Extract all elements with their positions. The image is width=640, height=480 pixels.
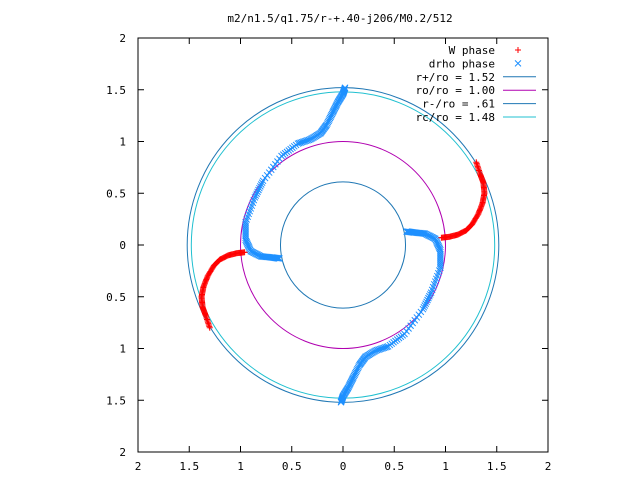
data-point bbox=[274, 254, 281, 262]
data-point bbox=[263, 171, 271, 179]
data-point bbox=[253, 190, 261, 198]
data-point bbox=[401, 330, 408, 338]
data-point bbox=[275, 254, 282, 262]
circle-series bbox=[190, 91, 496, 399]
x-tick-label: 2 bbox=[545, 460, 552, 473]
data-point bbox=[404, 228, 411, 236]
data-markers bbox=[198, 84, 488, 406]
data-point bbox=[425, 292, 433, 300]
data-point bbox=[259, 177, 267, 185]
y-tick-label: 0 bbox=[119, 239, 126, 252]
data-point bbox=[274, 158, 281, 165]
y-tick-label: 1 bbox=[119, 343, 126, 356]
data-point bbox=[403, 228, 410, 235]
y-tick-label: 2 bbox=[119, 32, 126, 45]
legend-label: ro/ro = 1.00 bbox=[416, 84, 495, 97]
data-point bbox=[415, 311, 423, 319]
data-point bbox=[426, 291, 434, 298]
y-tick-label: 2 bbox=[119, 446, 126, 459]
circle-series bbox=[240, 141, 446, 349]
y-tick-label: 0.5 bbox=[106, 187, 126, 200]
legend-marker bbox=[515, 47, 521, 53]
data-point bbox=[417, 308, 425, 316]
circle-series bbox=[279, 181, 407, 309]
data-point bbox=[405, 325, 412, 332]
y-tick-label: 0.5 bbox=[106, 291, 126, 304]
data-point bbox=[409, 319, 417, 327]
x-tick-label: 1.5 bbox=[179, 460, 199, 473]
circle-series bbox=[186, 87, 500, 403]
data-point bbox=[278, 152, 285, 160]
data-point bbox=[423, 298, 430, 306]
legend-label: r+/ro = 1.52 bbox=[416, 71, 495, 84]
x-tick-label: 2 bbox=[135, 460, 142, 473]
data-point bbox=[405, 228, 412, 236]
data-point bbox=[241, 249, 248, 256]
data-point bbox=[405, 228, 413, 236]
data-point bbox=[265, 169, 273, 176]
data-point bbox=[257, 181, 265, 188]
data-point bbox=[252, 192, 260, 199]
data-point bbox=[276, 155, 283, 163]
y-tick-label: 1.5 bbox=[106, 394, 126, 407]
y-tick-label: 1.5 bbox=[106, 84, 126, 97]
data-point bbox=[254, 188, 261, 196]
data-point bbox=[420, 303, 428, 311]
legend-label: rc/ro = 1.48 bbox=[416, 111, 495, 124]
data-point bbox=[258, 179, 266, 187]
data-point bbox=[422, 300, 430, 308]
y-tick-label: 1 bbox=[119, 136, 126, 149]
data-point bbox=[276, 255, 283, 262]
data-point bbox=[267, 166, 275, 174]
x-tick-label: 1.5 bbox=[487, 460, 507, 473]
data-point bbox=[255, 186, 262, 194]
data-point bbox=[421, 302, 429, 309]
x-tick-label: 0 bbox=[340, 460, 347, 473]
x-tick-label: 1 bbox=[442, 460, 449, 473]
data-point bbox=[438, 234, 445, 241]
data-point bbox=[407, 322, 415, 330]
data-point bbox=[273, 254, 281, 262]
axis-ticks: 2 1.5 1 0.5 0 0.5 1 1.5 221.510.500.511.52 bbox=[106, 32, 551, 473]
reference-circles bbox=[186, 87, 500, 403]
data-point bbox=[425, 294, 432, 302]
legend-marker bbox=[514, 60, 522, 67]
x-tick-label: 1 bbox=[237, 460, 244, 473]
data-point bbox=[383, 343, 391, 351]
data-point bbox=[295, 139, 303, 147]
data-point bbox=[403, 327, 410, 335]
data-point bbox=[269, 163, 277, 171]
legend-label: W phase bbox=[449, 44, 495, 57]
legend-label: r-/ro = .61 bbox=[422, 98, 495, 111]
data-point bbox=[411, 316, 419, 324]
chart-title: m2/n1.5/q1.75/r-+.40-j206/M0.2/512 bbox=[227, 12, 452, 25]
data-point bbox=[424, 296, 431, 304]
data-point bbox=[256, 184, 263, 192]
x-tick-label: 0.5 bbox=[282, 460, 302, 473]
legend-label: drho phase bbox=[429, 57, 495, 70]
data-point bbox=[271, 160, 279, 168]
data-point bbox=[261, 174, 269, 182]
x-tick-label: 0.5 bbox=[384, 460, 404, 473]
data-point bbox=[419, 305, 427, 313]
data-point bbox=[413, 314, 421, 321]
data-point bbox=[256, 182, 264, 190]
